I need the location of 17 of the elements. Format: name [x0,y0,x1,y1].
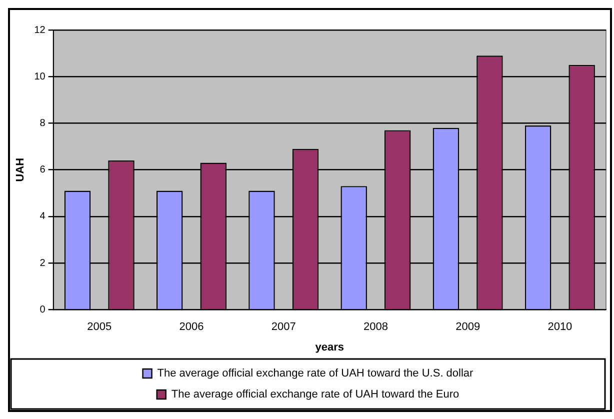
y-tick-label: 4 [40,211,46,222]
x-tick-label: 2007 [271,321,296,334]
x-tick-label: 2005 [87,321,112,334]
y-tick-label: 0 [40,304,46,316]
y-tick-label: 2 [40,258,46,269]
legend-label: The average official exchange rate of UAH toward the Euro [171,388,460,401]
x-tick-label: 2008 [363,321,388,334]
y-tick-label: 8 [40,118,46,129]
x-tick-label: 2009 [456,321,480,334]
y-tick-label: 12 [34,24,46,36]
x-axis-title: years [315,341,344,354]
legend-label: The average official exchange rate of UAH toward the U.S. dollar [157,368,474,380]
y-tick-label: 6 [40,164,46,176]
y-tick-label: 10 [34,71,46,82]
x-tick-label: 2006 [179,321,204,334]
x-tick-label: 2010 [548,321,572,334]
y-axis-title: UAH [14,158,27,182]
